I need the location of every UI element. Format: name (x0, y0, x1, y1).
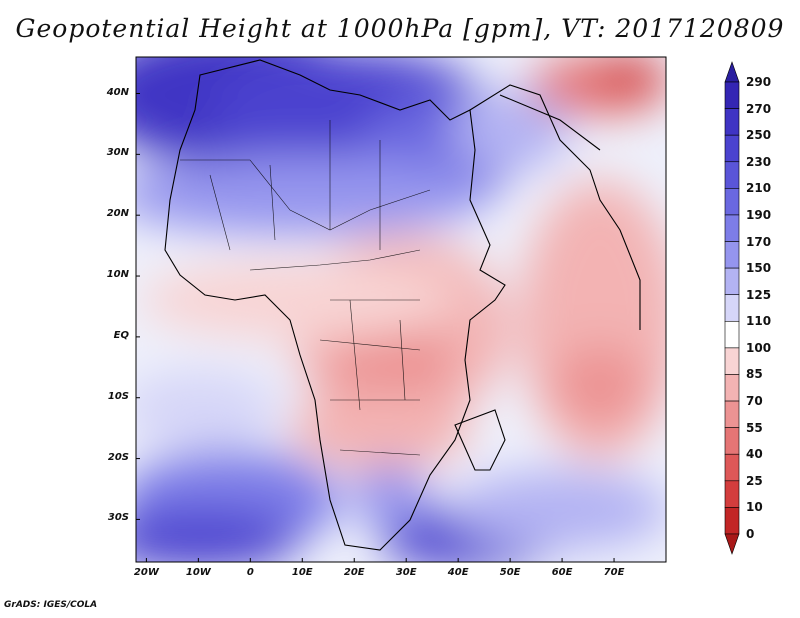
colorbar-segment (724, 480, 740, 508)
colorbar-label: 210 (746, 181, 772, 196)
colorbar-label: 270 (746, 101, 772, 116)
colorbar-segment (724, 400, 740, 428)
colorbar-segment (724, 161, 740, 189)
lon-tick-label: 70E (603, 567, 625, 578)
lon-tick-label: 50E (499, 567, 521, 578)
colorbar-segment (724, 347, 740, 375)
colorbar-label: 150 (746, 261, 772, 276)
colorbar-label: 190 (746, 207, 772, 222)
axis-ticks (136, 93, 615, 562)
colorbar (724, 61, 740, 555)
lat-tick-label: 40N (106, 86, 129, 98)
lon-tick-label: 10W (185, 567, 211, 578)
colorbar-segment (724, 108, 740, 136)
colorbar-segment (724, 267, 740, 296)
colorbar-label: 230 (746, 154, 772, 169)
lon-tick-label: 0 (246, 567, 254, 578)
lon-tick-label: 40E (447, 567, 469, 578)
credit-footer: GrADS: IGES/COLA (4, 600, 98, 610)
colorbar-segment (724, 320, 740, 349)
lon-tick-label: 20E (343, 567, 365, 578)
colorbar-segment (724, 241, 740, 269)
colorbar-label: 110 (746, 314, 772, 329)
lon-tick-label: 20W (133, 567, 159, 578)
colorbar-label: 40 (746, 447, 763, 462)
colorbar-label: 170 (746, 234, 772, 249)
colorbar-label: 55 (746, 420, 763, 435)
lat-tick-label: 30S (107, 512, 129, 524)
chart-title: Geopotential Height at 1000hPa [gpm], VT… (15, 14, 785, 43)
colorbar-segment (724, 294, 740, 322)
colorbar-label: 290 (746, 75, 772, 89)
colorbar-label: 85 (746, 367, 763, 382)
lat-tick-label: 30N (106, 147, 129, 159)
colorbar-segment (724, 188, 740, 216)
colorbar-label: 100 (746, 340, 772, 355)
lon-tick-label: 10E (291, 567, 313, 578)
lat-tick-label: 20N (106, 208, 129, 220)
lat-tick-label: 10S (107, 390, 129, 402)
colorbar-label: 250 (746, 128, 772, 143)
colorbar-label: 10 (746, 500, 763, 515)
colorbar-segment (724, 453, 740, 482)
lat-tick-label: 20S (107, 451, 129, 463)
colorbar-segment (724, 374, 740, 402)
height-field (136, 57, 666, 562)
lon-tick-label: 30E (395, 567, 417, 578)
lat-tick-label: 10N (106, 269, 129, 281)
colorbar-label: 125 (746, 287, 772, 302)
colorbar-segment (724, 427, 740, 455)
colorbar-segment (724, 81, 740, 109)
lat-tick-label: EQ (113, 329, 129, 341)
colorbar-segment (724, 214, 740, 242)
lon-tick-label: 60E (551, 567, 573, 578)
colorbar-segment (724, 507, 740, 535)
coastlines (164, 59, 641, 551)
colorbar-top-arrow (724, 61, 740, 83)
colorbar-bottom-arrow (724, 533, 740, 555)
colorbar-label: 25 (746, 473, 763, 488)
colorbar-label: 0 (746, 527, 755, 541)
colorbar-segment (724, 134, 740, 163)
plot-frame (135, 56, 667, 563)
colorbar-label: 70 (746, 394, 763, 409)
country-borders (180, 120, 431, 456)
